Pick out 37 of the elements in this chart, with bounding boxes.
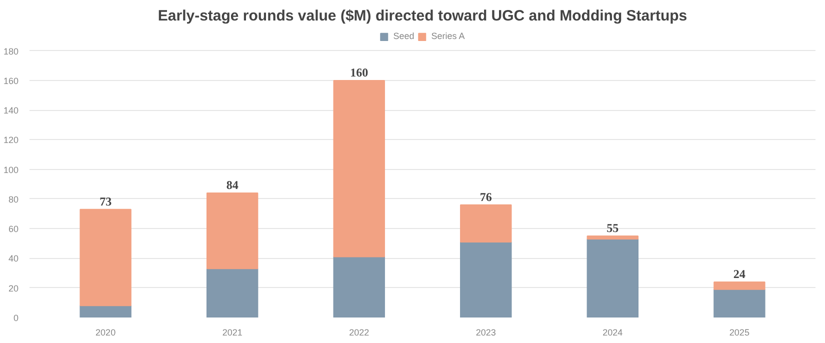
total-label: 55 — [606, 221, 619, 236]
x-tick-label: 2020 — [96, 328, 116, 338]
bar — [586, 236, 639, 240]
chart-title: Early-stage rounds value ($M) directed toward UGC and Modding Startups — [158, 8, 688, 24]
total-label: 24 — [733, 266, 746, 281]
bar — [80, 305, 132, 318]
y-tick-label: 60 — [8, 224, 19, 234]
y-tick-label: 80 — [8, 194, 19, 204]
bar — [460, 204, 512, 242]
y-tick-label: 100 — [3, 164, 19, 175]
total-label: 160 — [350, 65, 368, 80]
bar — [460, 241, 512, 318]
x-tick-label: 2022 — [349, 328, 370, 338]
total-label: 73 — [100, 194, 112, 208]
bar — [206, 268, 258, 318]
bar — [80, 208, 132, 306]
y-tick-label: 180 — [3, 46, 19, 56]
bar — [333, 80, 385, 258]
bar — [714, 281, 766, 290]
bar — [206, 192, 258, 270]
y-tick-label: 140 — [3, 106, 19, 116]
bar — [333, 256, 385, 318]
y-tick-label: 120 — [3, 135, 19, 146]
total-label: 84 — [226, 178, 238, 192]
x-tick-label: 2024 — [602, 328, 623, 338]
legend-label: Seed — [393, 31, 414, 41]
bar — [714, 288, 766, 318]
total-label: 76 — [480, 190, 492, 204]
y-tick-label: 160 — [3, 76, 19, 86]
x-tick-label: 2021 — [222, 328, 242, 338]
y-tick-label: 40 — [8, 254, 19, 264]
x-tick-label: 2023 — [476, 328, 496, 338]
x-tick-label: 2025 — [729, 328, 750, 338]
bar — [586, 238, 639, 318]
y-tick-label: 0 — [13, 313, 19, 323]
y-tick-label: 20 — [8, 283, 19, 294]
legend-label: Series A — [431, 31, 465, 41]
